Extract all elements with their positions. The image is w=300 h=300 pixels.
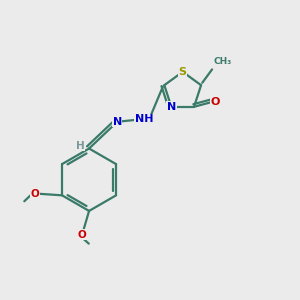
Text: H: H [76,141,85,151]
Text: O: O [31,189,40,199]
Text: O: O [210,97,220,107]
Text: N: N [113,117,122,127]
Text: CH₃: CH₃ [214,58,232,67]
Text: S: S [179,67,187,77]
Text: O: O [77,230,86,240]
Text: N: N [167,102,176,112]
Text: NH: NH [135,114,153,124]
